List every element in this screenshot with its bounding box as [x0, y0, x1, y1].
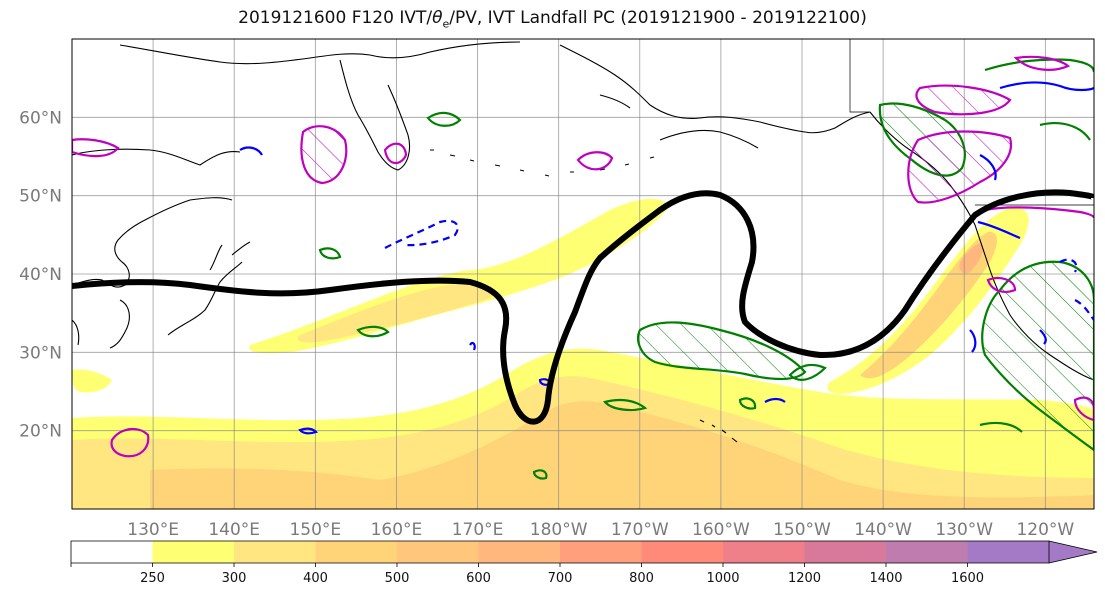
- latitude-labels: 20°N 30°N 40°N 50°N 60°N: [19, 108, 62, 441]
- colorbar-tick-label: 250: [140, 571, 165, 586]
- neg-pv-small-4: [969, 329, 1047, 353]
- theta-e-magenta-hatch-3: [907, 130, 1013, 204]
- neg-pv-dashed-1: [384, 219, 459, 249]
- colorbar-tick-label: 300: [222, 571, 247, 586]
- theta-e-magenta-small-1: [72, 138, 120, 158]
- colorbar-segment: [315, 541, 398, 563]
- colorbar-segment: [234, 541, 316, 563]
- colorbar-extend-arrow: [1048, 540, 1098, 564]
- theta-e-green-small-4: [532, 397, 757, 480]
- coast-siberia: [119, 41, 521, 65]
- lon-tick-label: 170°W: [611, 520, 669, 540]
- colorbar-segment: [560, 541, 642, 563]
- neg-pv-small-5: [239, 146, 263, 156]
- colorbar-segment: [967, 541, 1050, 563]
- colorbar-segment: [723, 541, 805, 563]
- plot-area: [72, 39, 1094, 509]
- colorbar-tick-label: 600: [466, 571, 491, 586]
- theta-e-green-ne: [984, 58, 1094, 73]
- lon-tick-label: 180°W: [530, 520, 588, 540]
- coast-aleutians: [430, 149, 655, 177]
- colorbar-tick-label: 1400: [869, 571, 902, 586]
- title-suffix: /PV, IVT Landfall PC (2019121900 - 20191…: [449, 8, 867, 28]
- theta-e-magenta-small-2: [383, 142, 408, 165]
- theta-e-magenta-strip: [984, 206, 1094, 219]
- pv-2pvu-contour: [72, 189, 1094, 425]
- lon-tick-label: 140°W: [854, 520, 912, 540]
- theta-e-green-small-1: [426, 111, 462, 127]
- lat-tick-label: 20°N: [19, 422, 62, 442]
- title-theta: θ: [432, 8, 443, 28]
- coast-alaska: [559, 44, 871, 149]
- colorbar-segment: [804, 541, 887, 563]
- colorbar-tick-label: 400: [303, 571, 328, 586]
- theta-e-magenta-small-4: [110, 427, 150, 458]
- colorbar-segment: [397, 541, 479, 563]
- neg-pv-dashed-2: [1059, 258, 1094, 321]
- coast-asia: [72, 148, 241, 349]
- neg-pv-small-3: [469, 341, 476, 351]
- lon-tick-label: 150°E: [289, 520, 341, 540]
- lon-tick-label: 150°W: [773, 520, 831, 540]
- lat-tick-label: 30°N: [19, 343, 62, 363]
- ivt-plume-midlat-inner: [297, 284, 493, 343]
- colorbar-segment: [641, 541, 724, 563]
- colorbar-tick-label: 800: [629, 571, 654, 586]
- lat-tick-label: 50°N: [19, 187, 62, 207]
- ivt-patch-west: [72, 369, 112, 393]
- colorbar-segment: [152, 541, 235, 563]
- theta-e-contours: [72, 55, 1094, 480]
- theta-e-magenta-small-5: [986, 55, 1094, 422]
- colorbar-segment: [71, 541, 153, 563]
- longitude-labels: 130°E 140°E 150°E 160°E 170°E 180°W 170°W 160°W…: [127, 520, 1074, 540]
- theta-e-magenta-hatch-1: [300, 125, 348, 185]
- colorbar-tick-label: 1600: [951, 571, 984, 586]
- colorbar-segment: [478, 541, 561, 563]
- coast-hawaii: [699, 419, 738, 443]
- theta-e-magenta-small-3: [576, 151, 614, 171]
- graticule: [72, 39, 1094, 509]
- ivt-plume-subtropical-core: [150, 401, 1094, 509]
- lon-tick-label: 130°E: [127, 520, 179, 540]
- theta-e-green-hatch-west: [981, 260, 1094, 452]
- theta-e-green-small-2: [356, 325, 390, 338]
- lon-tick-label: 170°E: [452, 520, 504, 540]
- coast-kamchatka: [339, 59, 411, 171]
- title-theta-subscript: e: [442, 17, 450, 31]
- lon-tick-label: 160°W: [692, 520, 750, 540]
- neg-pv-ne: [999, 81, 1094, 92]
- lat-tick-label: 60°N: [19, 108, 62, 128]
- theta-e-green-small-3: [318, 247, 342, 260]
- neg-pv-coast: [977, 154, 1021, 240]
- colorbar-tick-label: 700: [548, 571, 573, 586]
- lon-tick-label: 120°W: [1016, 520, 1074, 540]
- lon-tick-label: 140°E: [208, 520, 260, 540]
- coast-japan: [167, 241, 251, 336]
- theta-e-magenta-hatch-2: [915, 84, 1012, 116]
- colorbar-segment: [886, 541, 968, 563]
- ivt-shading: [72, 198, 1094, 509]
- lon-tick-label: 160°E: [371, 520, 423, 540]
- colorbar-tick-label: 1200: [788, 571, 821, 586]
- lat-tick-label: 40°N: [19, 265, 62, 285]
- theta-e-green-small-5: [788, 363, 827, 381]
- map-title: 2019121600 F120 IVT/θe/PV, IVT Landfall …: [0, 8, 1105, 30]
- plot-frame: [71, 38, 1095, 510]
- ivt-colorbar: 250 300 400 500 600 700 800 1000 1200 1400 1600: [70, 540, 1098, 586]
- ivt-plume-midlat: [249, 198, 670, 354]
- theta-e-green-hatch-central: [637, 321, 807, 381]
- colorbar-tick-label: 500: [385, 571, 410, 586]
- colorbar-tick-label: 1000: [706, 571, 739, 586]
- theta-e-green-sw-coast: [979, 122, 1091, 433]
- title-prefix: 2019121600 F120 IVT/: [238, 8, 433, 28]
- neg-pv-small-1: [298, 427, 319, 435]
- lon-tick-label: 130°W: [935, 520, 993, 540]
- ivt-plume-eastpac-core: [959, 243, 983, 274]
